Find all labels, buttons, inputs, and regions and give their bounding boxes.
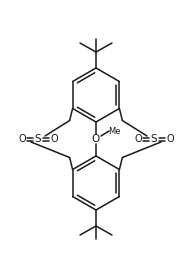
Text: O: O <box>92 134 100 144</box>
Text: O: O <box>50 134 58 144</box>
Text: O: O <box>134 134 142 144</box>
Text: O: O <box>18 134 26 144</box>
Text: S: S <box>151 134 157 144</box>
Text: Me: Me <box>108 126 120 136</box>
Text: S: S <box>35 134 41 144</box>
Text: O: O <box>166 134 174 144</box>
